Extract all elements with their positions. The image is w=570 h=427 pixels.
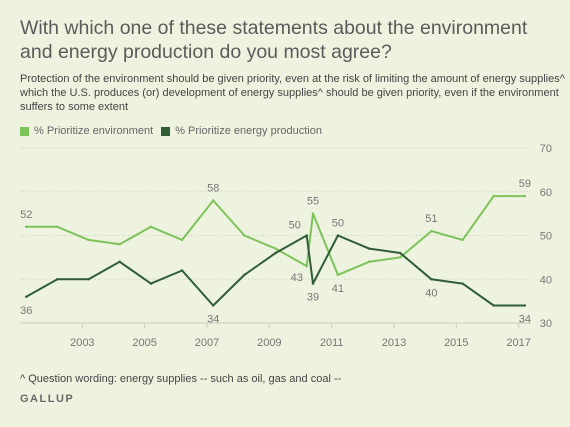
data-point-energy xyxy=(212,304,215,307)
data-point-environment xyxy=(149,225,153,228)
data-label-environment: 41 xyxy=(332,283,344,295)
data-label-energy: 34 xyxy=(207,314,219,326)
x-tick-label: 2013 xyxy=(382,337,406,349)
data-label-environment: 59 xyxy=(519,178,531,190)
data-label-energy: 39 xyxy=(307,292,319,304)
data-point-energy xyxy=(461,282,464,285)
data-point-energy xyxy=(399,251,402,255)
data-point-energy xyxy=(430,278,433,281)
series-line-energy xyxy=(25,234,525,307)
data-point-energy xyxy=(118,260,121,263)
chart-footnote: ^ Question wording: energy supplies -- s… xyxy=(20,373,342,385)
chart-subtitle: Protection of the environment should be … xyxy=(20,73,565,113)
legend-item-environment: % Prioritize environment xyxy=(20,125,153,137)
data-point-environment xyxy=(461,238,464,242)
data-point-environment xyxy=(212,199,215,202)
data-label-environment: 55 xyxy=(307,196,319,208)
x-tick-label: 2009 xyxy=(257,337,281,349)
data-point-environment xyxy=(492,194,495,198)
x-tick-label: 2003 xyxy=(70,337,94,349)
data-label-environment: 51 xyxy=(425,213,437,225)
x-tick-label: 2005 xyxy=(132,337,156,349)
data-point-environment xyxy=(305,264,308,268)
data-point-environment xyxy=(399,256,402,259)
data-label-environment: 58 xyxy=(207,183,219,195)
data-point-energy xyxy=(336,234,340,237)
data-point-environment xyxy=(311,212,315,215)
data-point-environment xyxy=(25,225,28,228)
data-point-energy xyxy=(243,273,246,277)
data-point-environment xyxy=(87,238,90,242)
legend-swatch-energy xyxy=(161,126,171,136)
data-point-energy xyxy=(149,282,153,285)
data-point-environment xyxy=(118,243,121,246)
x-tick-label: 2017 xyxy=(506,337,530,349)
x-tick-label: 2011 xyxy=(320,337,344,349)
data-point-environment xyxy=(367,260,371,263)
data-point-environment xyxy=(523,194,527,198)
data-label-environment: 43 xyxy=(291,272,303,284)
data-label-energy: 50 xyxy=(289,220,301,232)
data-label-environment: 52 xyxy=(20,209,32,221)
data-label-energy: 40 xyxy=(425,287,437,299)
data-point-energy xyxy=(305,234,308,237)
data-label-energy: 36 xyxy=(20,305,32,317)
data-point-energy xyxy=(274,251,277,255)
chart-title: With which one of these statements about… xyxy=(20,17,528,63)
data-point-environment xyxy=(336,273,340,277)
legend-label-environment: % Prioritize environment xyxy=(34,125,154,137)
data-point-energy xyxy=(87,278,90,281)
data-point-energy xyxy=(523,304,527,307)
data-point-environment xyxy=(56,225,59,228)
source-label: GALLUP xyxy=(20,393,75,405)
data-point-energy xyxy=(492,304,495,307)
data-label-energy: 50 xyxy=(332,218,344,230)
y-tick-label: 60 xyxy=(540,187,552,199)
data-point-environment xyxy=(243,234,246,237)
chart-legend: % Prioritize environment % Prioritize en… xyxy=(20,124,330,138)
data-point-energy xyxy=(56,278,59,281)
legend-label-energy: % Prioritize energy production xyxy=(175,125,322,137)
data-point-energy xyxy=(311,282,315,285)
x-tick-label: 2007 xyxy=(195,337,219,349)
x-tick-label: 2015 xyxy=(444,337,468,349)
series-line-environment xyxy=(26,195,525,276)
legend-item-energy: % Prioritize energy production xyxy=(161,125,322,137)
data-point-environment xyxy=(180,238,184,242)
legend-swatch-environment xyxy=(20,126,29,136)
y-tick-label: 70 xyxy=(540,143,552,155)
data-label-energy: 34 xyxy=(519,314,531,326)
data-point-energy xyxy=(367,247,371,250)
y-tick-label: 40 xyxy=(540,274,552,286)
data-point-environment xyxy=(430,229,433,233)
data-point-energy xyxy=(180,269,184,272)
data-point-environment xyxy=(274,247,277,250)
data-point-energy xyxy=(25,295,28,298)
y-tick-label: 50 xyxy=(540,231,552,243)
y-tick-label: 30 xyxy=(540,318,552,330)
